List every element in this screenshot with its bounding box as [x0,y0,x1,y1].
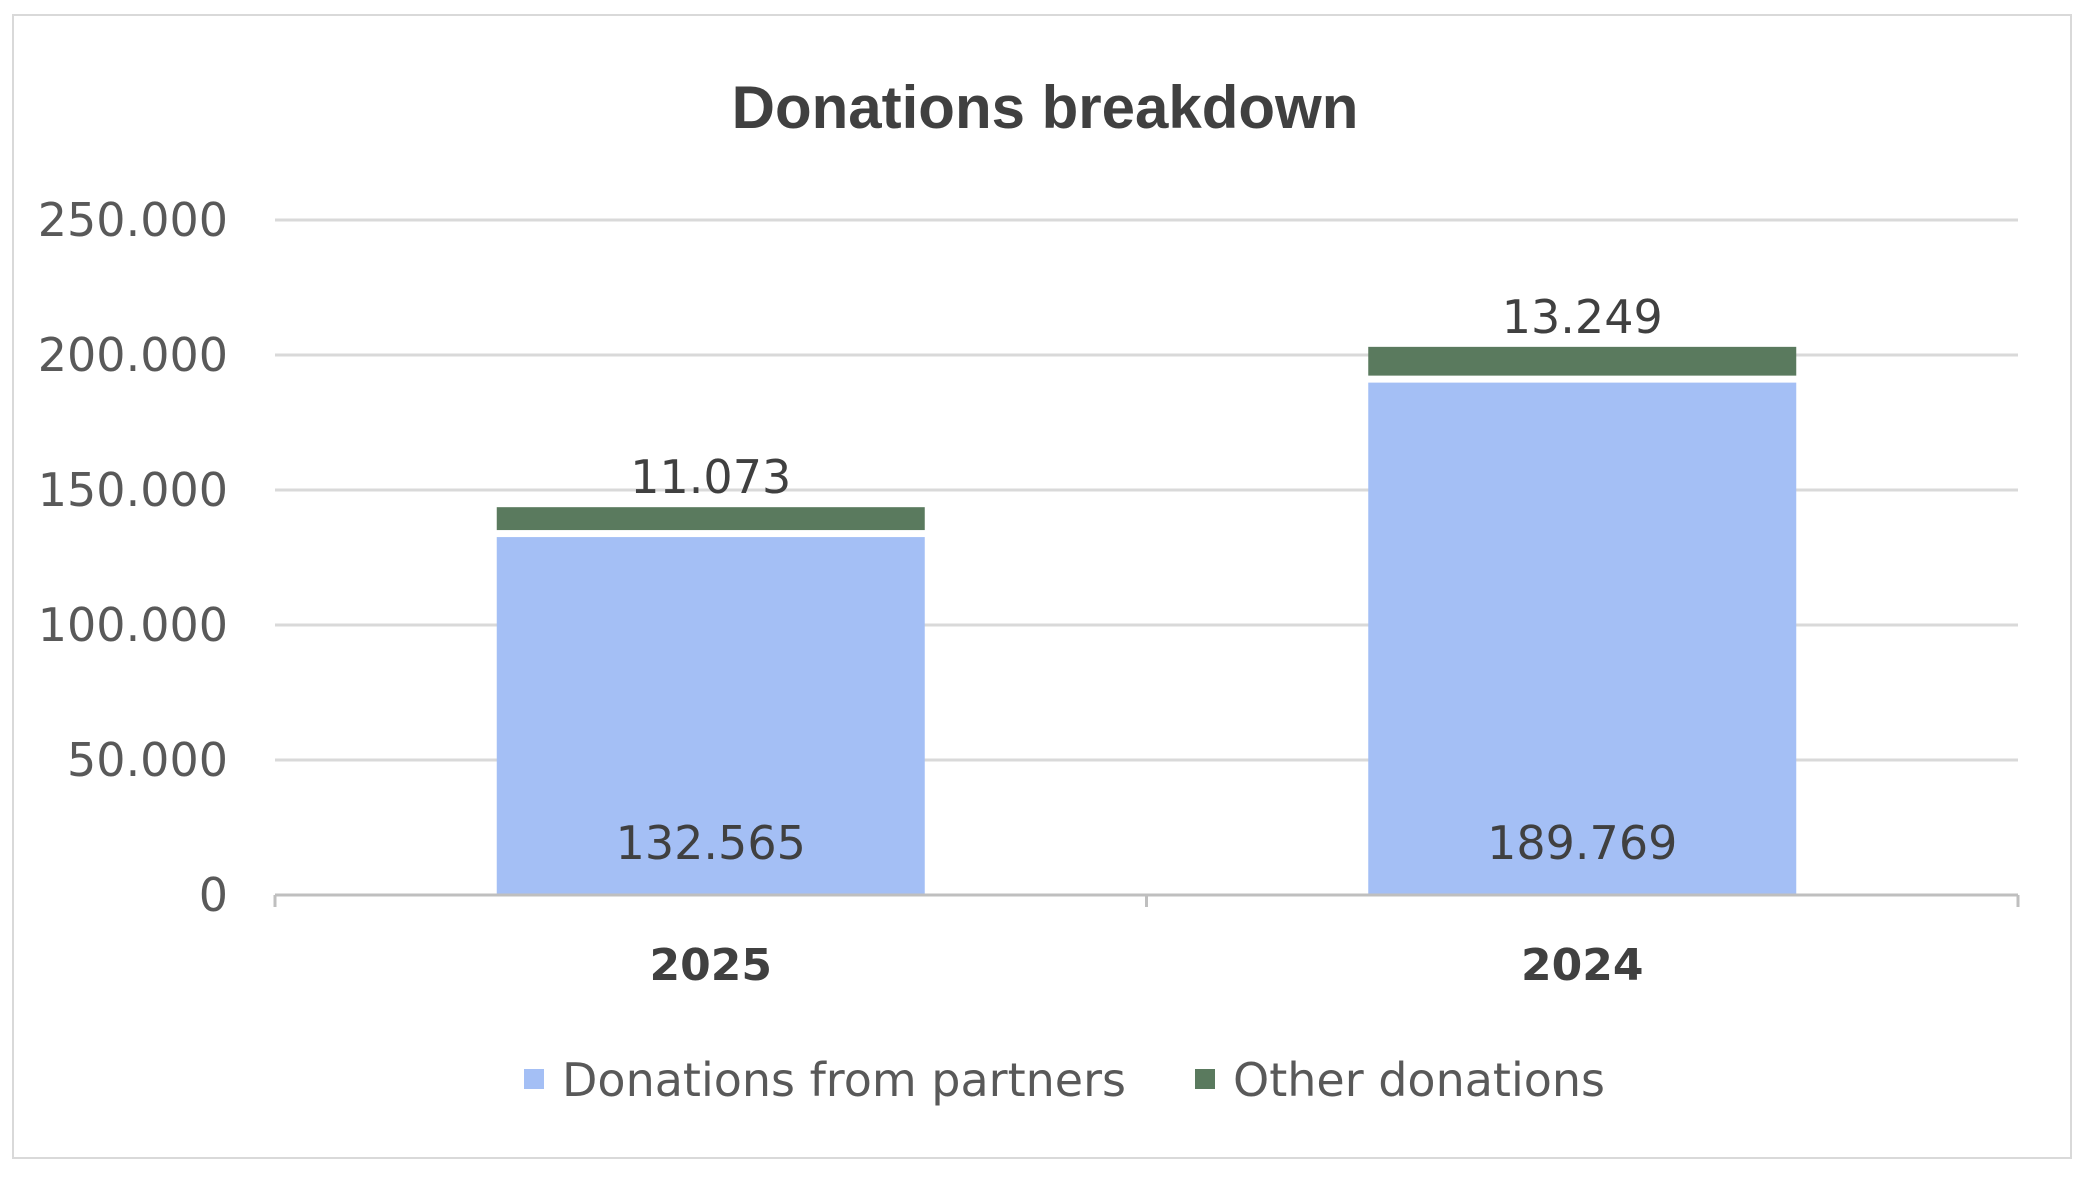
data-label: 13.249 [1502,290,1663,344]
legend-label: Donations from partners [562,1053,1126,1107]
legend: Donations from partners Other donations [524,1053,1605,1107]
data-label: 11.073 [630,450,791,504]
legend-swatch-donations-from-partners [524,1069,544,1089]
bars: 132.565 11.073 189.769 13.249 [496,290,1797,896]
data-label: 189.769 [1487,816,1677,870]
bar-donations-from-partners-2024 [1368,382,1797,896]
y-tick-label: 100.000 [38,598,228,652]
y-tick-label: 50.000 [67,733,228,787]
y-tick-label: 0 [199,868,228,922]
x-axis: 2025 2024 [273,893,2020,991]
x-tick-label: 2024 [1521,940,1643,991]
bar-other-donations-2025 [496,507,925,531]
y-tick-label: 250.000 [38,193,228,247]
data-label: 132.565 [616,816,806,870]
legend-swatch-other-donations [1195,1069,1215,1089]
y-axis: 0 50.000 100.000 150.000 200.000 250.000 [38,193,228,922]
x-tick-label: 2025 [650,940,772,991]
legend-label: Other donations [1233,1053,1605,1107]
chart-title: Donations breakdown [732,74,1359,141]
y-tick-label: 200.000 [38,328,228,382]
bar-donations-from-partners-2025 [496,537,925,895]
y-tick-label: 150.000 [38,463,228,517]
bar-other-donations-2024 [1368,346,1797,376]
